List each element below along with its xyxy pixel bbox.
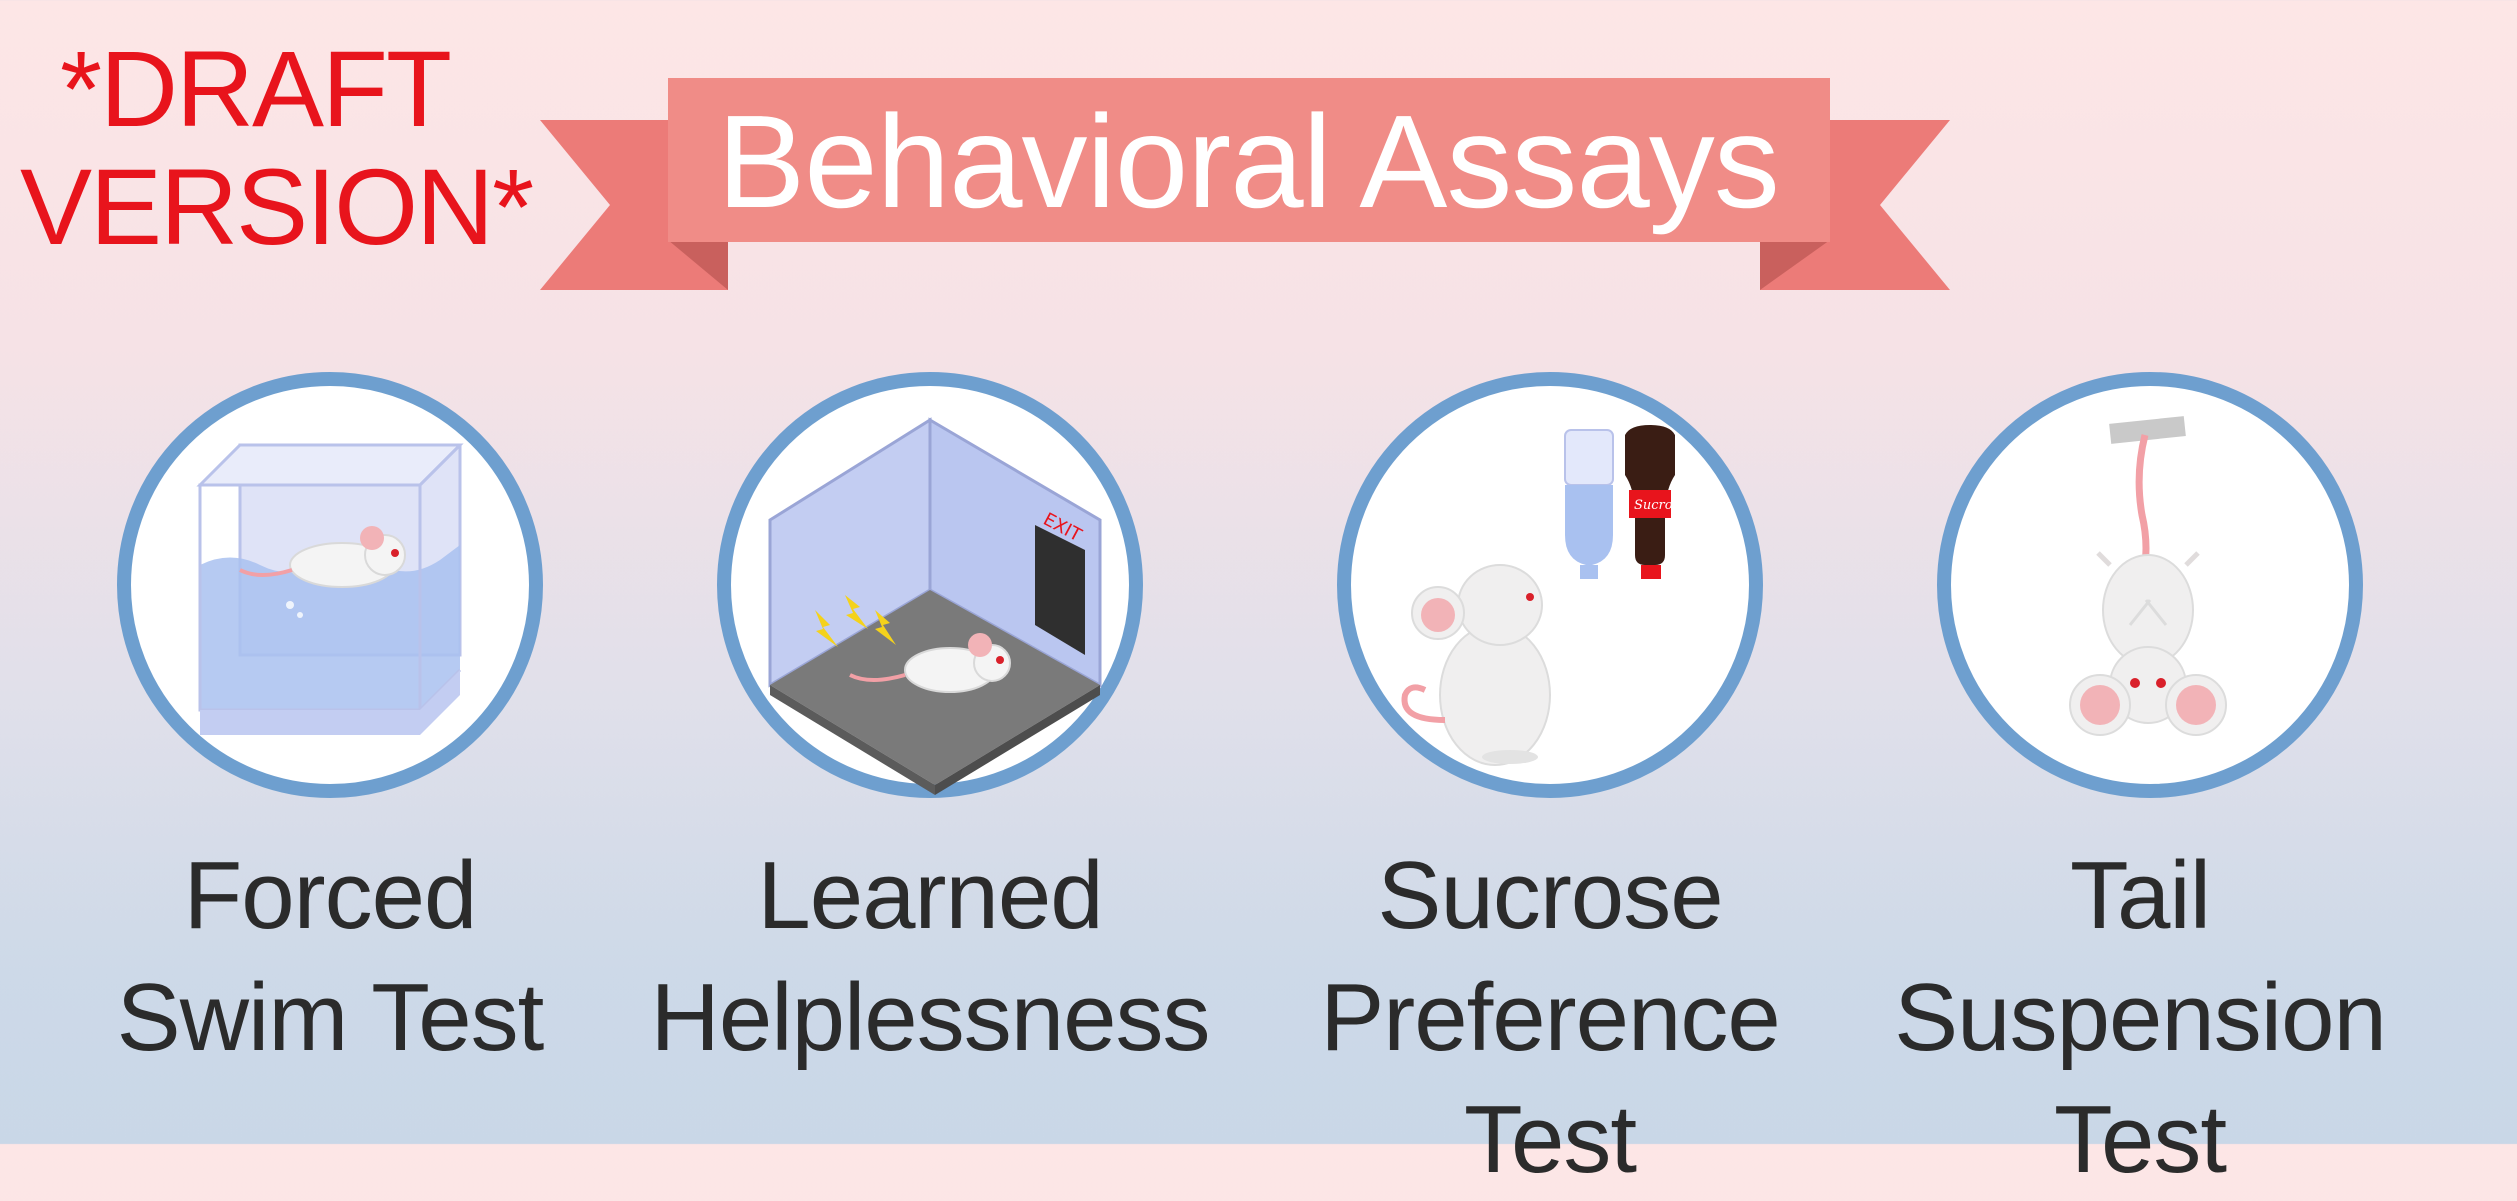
draft-notice-line1: *DRAFT — [60, 28, 452, 149]
ribbon-right-fold — [1760, 240, 1830, 290]
hanging-mouse-icon — [1937, 372, 2363, 798]
tail-suspension-test-label-line2: Test — [2053, 1086, 2227, 1193]
learned-helplessness-label-line2: Helplessness — [650, 964, 1211, 1071]
title-ribbon — [540, 78, 1950, 290]
tail-suspension-test-card — [1930, 365, 2370, 805]
draft-notice-line2: VERSION* — [20, 146, 534, 267]
tail-suspension-test-label: Tail Suspension Test — [1830, 835, 2450, 1201]
water-tank-mouse-icon — [117, 372, 543, 798]
forced-swim-test-label-line2: Swim Test — [116, 964, 545, 1071]
sucrose-preference-test-label: Sucrose Preference Test — [1240, 835, 1860, 1201]
tail-suspension-test-label-line1: Tail Suspension — [1894, 842, 2387, 1071]
learned-helplessness-label-line1: Learned — [757, 842, 1103, 949]
banner-title: Behavioral Assays — [717, 88, 1780, 235]
sucrose-preference-test-label-line1: Sucrose — [1377, 842, 1723, 949]
shock-chamber-mouse-icon: EXIT — [717, 372, 1143, 798]
sucrose-bottle-label: Sucrose — [1634, 498, 1687, 513]
sucrose-bottles-mouse-icon: Sucrose — [1337, 372, 1763, 798]
learned-helplessness-card: EXIT — [710, 365, 1150, 805]
learned-helplessness-label: Learned Helplessness — [620, 835, 1240, 1079]
sucrose-preference-test-label-line2: Preference Test — [1320, 964, 1781, 1193]
forced-swim-test-label: Forced Swim Test — [20, 835, 640, 1079]
ribbon-band — [668, 78, 1830, 242]
ribbon-left-fold — [668, 240, 728, 290]
draft-notice: *DRAFT VERSION* — [20, 28, 534, 267]
sucrose-preference-test-card: Sucrose — [1330, 365, 1770, 805]
forced-swim-test-card — [110, 365, 550, 805]
forced-swim-test-label-line1: Forced — [183, 842, 478, 949]
